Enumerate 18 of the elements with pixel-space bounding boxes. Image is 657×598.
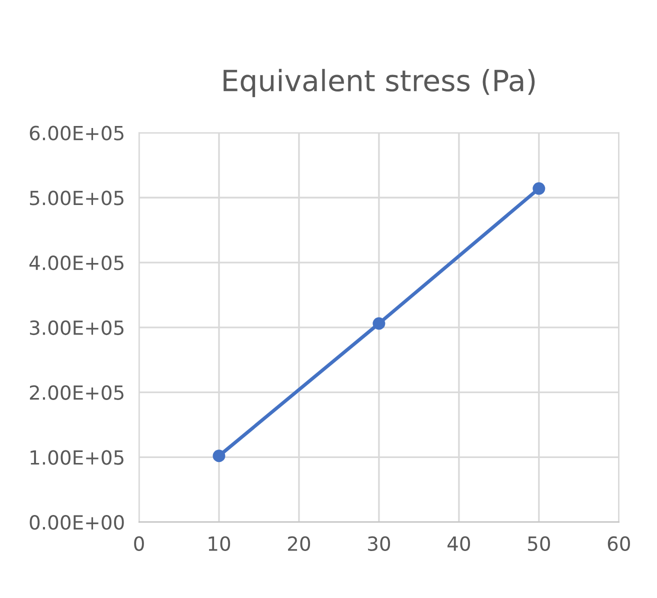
- x-tick-label: 40: [448, 536, 470, 551]
- y-tick-label: 2.00E+05: [30, 385, 124, 400]
- y-tick-label: 4.00E+05: [29, 255, 124, 270]
- x-tick-label: 50: [528, 536, 550, 551]
- x-tick-label: 0: [134, 536, 144, 551]
- x-tick-label: 60: [608, 536, 630, 551]
- y-tick-label: 5.00E+05: [30, 190, 124, 206]
- point: [532, 182, 546, 195]
- x-tick-label: 10: [208, 536, 230, 551]
- point: [212, 450, 226, 462]
- chart-title: Equivalent stress (Pa): [224, 68, 535, 98]
- y-tick-label: 1.00E+05: [30, 450, 124, 465]
- y-tick-label: 6.00E+05: [30, 126, 124, 140]
- x-tick-label: 20: [288, 536, 310, 551]
- y-tick-label: 0.00E+00: [30, 515, 124, 530]
- x-tick-label: 30: [368, 536, 390, 551]
- y-tick-label: 3.00E+05: [30, 320, 124, 336]
- point: [372, 317, 386, 330]
